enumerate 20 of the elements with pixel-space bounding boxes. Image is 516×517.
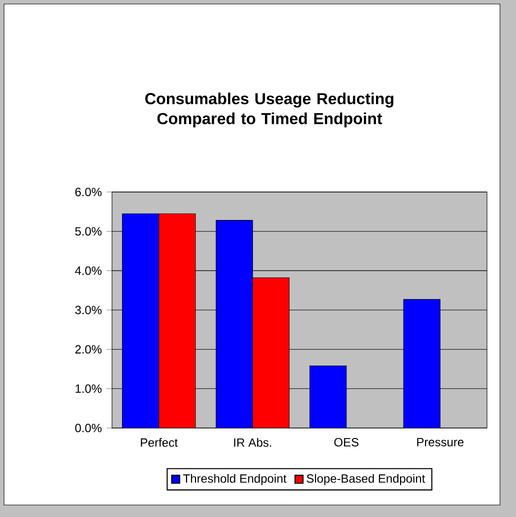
y-tick-label: 1.0% xyxy=(76,384,102,393)
bar xyxy=(122,213,160,428)
y-tick-label: 4.0% xyxy=(75,266,102,275)
chart-title: Consumables Useage Reducting Compared to Timed Endpoint xyxy=(145,92,394,128)
bar xyxy=(403,299,440,428)
y-tick-label: 2.0% xyxy=(75,345,102,354)
y-tick-label: 6.0% xyxy=(75,188,102,196)
legend-label: Slope-Based Endpoint xyxy=(306,474,426,486)
bar xyxy=(252,277,290,428)
bar xyxy=(216,220,253,428)
x-tick-label: Pressure xyxy=(417,438,464,446)
bar xyxy=(158,213,196,428)
legend-label: Threshold Endpoint xyxy=(183,474,286,486)
y-tick-label: 3.0% xyxy=(75,306,102,314)
y-tick-label: 5.0% xyxy=(75,227,102,236)
x-tick-label: Perfect xyxy=(140,438,178,447)
bar xyxy=(310,366,347,428)
y-tick-label: 0.0% xyxy=(75,424,102,432)
x-tick-label: IR Abs. xyxy=(234,438,272,447)
x-tick-label: OES xyxy=(334,438,358,446)
